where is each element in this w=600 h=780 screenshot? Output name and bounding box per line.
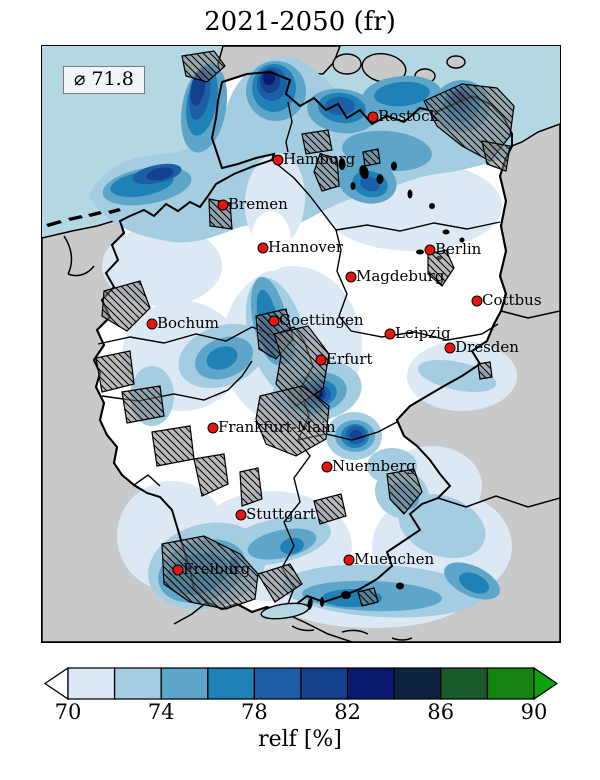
- city-marker: Freiburg: [172, 560, 251, 578]
- city-marker: Dresden: [444, 338, 519, 356]
- colorbar-tick: 82: [334, 700, 361, 724]
- germany-border-stroke: [92, 70, 513, 614]
- city-marker: Nuernberg: [321, 457, 416, 475]
- city-dot: [207, 422, 219, 434]
- germany-contour-map: Rostock Hamburg Bremen Hannover Berlin Magdeb…: [42, 46, 560, 642]
- city-marker: Rostock: [367, 107, 439, 125]
- city-marker: Bochum: [146, 314, 219, 332]
- hatch-patches: [95, 50, 515, 610]
- colorbar-tick: 74: [147, 700, 175, 724]
- city-dot: [471, 295, 483, 307]
- city-dot: [444, 342, 456, 354]
- city-dot: [146, 318, 158, 330]
- city-dot: [384, 328, 396, 340]
- city-label: Berlin: [435, 240, 482, 258]
- city-dot: [172, 564, 184, 576]
- figure-title: 2021-2050 (fr): [204, 7, 396, 37]
- city-label: Rostock: [378, 107, 439, 125]
- colorbar-cell: [346, 667, 395, 700]
- city-dot: [321, 461, 333, 473]
- city-marker: Bremen: [217, 195, 288, 213]
- lake-constance: [260, 602, 310, 620]
- hamburg-dip: [244, 153, 306, 271]
- colorbar-cell: [300, 667, 349, 700]
- city-marker: Stuttgart: [235, 505, 316, 523]
- city-label: Freiburg: [183, 560, 251, 578]
- cities-layer: Rostock Hamburg Bremen Hannover Berlin Magdeb…: [146, 107, 542, 578]
- city-label: Erfurt: [326, 350, 373, 368]
- city-label: Cottbus: [482, 291, 542, 309]
- colorbar-cell: [207, 667, 256, 700]
- city-dot: [257, 242, 269, 254]
- city-marker: Cottbus: [471, 291, 542, 309]
- lakes: [307, 158, 465, 610]
- colorbar-cell: [67, 667, 116, 700]
- city-dot: [345, 271, 357, 283]
- colorbar: [43, 666, 559, 701]
- city-label: Hamburg: [283, 150, 356, 168]
- colorbar-cell: [43, 666, 69, 701]
- city-marker: Frankfurt-Main: [207, 418, 336, 436]
- city-label: Muenchen: [354, 550, 434, 568]
- city-dot: [272, 154, 284, 166]
- city-dot: [217, 199, 229, 211]
- city-marker: Hannover: [257, 238, 344, 256]
- city-dot: [315, 354, 327, 366]
- colorbar-cell: [486, 667, 535, 700]
- city-marker: Leipzig: [384, 324, 451, 342]
- colorbar-tick: 90: [520, 700, 548, 724]
- colorbar-label: relf [%]: [258, 727, 342, 752]
- city-dot: [268, 315, 280, 327]
- city-marker: Berlin: [424, 240, 482, 258]
- city-dot: [367, 111, 379, 123]
- mean-value-box: ⌀ 71.8: [63, 66, 145, 94]
- city-label: Leipzig: [395, 324, 451, 342]
- map-canvas: Rostock Hamburg Bremen Hannover Berlin Magdeb…: [41, 45, 561, 643]
- city-label: Frankfurt-Main: [218, 418, 336, 436]
- city-marker: Erfurt: [315, 350, 373, 368]
- colorbar-tick: 86: [427, 700, 455, 724]
- city-label: Nuernberg: [332, 457, 416, 475]
- colorbar-cell: [113, 667, 162, 700]
- city-dot: [424, 244, 436, 256]
- city-dot: [235, 509, 247, 521]
- city-label: Magdeburg: [356, 267, 445, 285]
- city-label: Bochum: [157, 314, 219, 332]
- colorbar-tick: 70: [54, 700, 82, 724]
- colorbar-cell: [393, 667, 442, 700]
- colorbar-cell: [160, 667, 209, 700]
- colorbar-cell: [253, 667, 302, 700]
- city-dot: [343, 554, 355, 566]
- city-label: Bremen: [228, 195, 288, 213]
- city-marker: Muenchen: [343, 550, 434, 568]
- foreign-borders: [63, 235, 560, 642]
- coastal-islands: [46, 208, 121, 227]
- city-label: Goettingen: [279, 311, 364, 329]
- city-label: Hannover: [268, 238, 344, 256]
- city-marker: Hamburg: [272, 150, 356, 168]
- colorbar-cell: [533, 666, 559, 701]
- city-marker: Magdeburg: [345, 267, 445, 285]
- city-label: Stuttgart: [246, 505, 316, 523]
- colorbar-tick: 78: [241, 700, 268, 724]
- city-marker: Goettingen: [268, 311, 364, 329]
- city-label: Dresden: [455, 338, 519, 356]
- colorbar-cell: [440, 667, 489, 700]
